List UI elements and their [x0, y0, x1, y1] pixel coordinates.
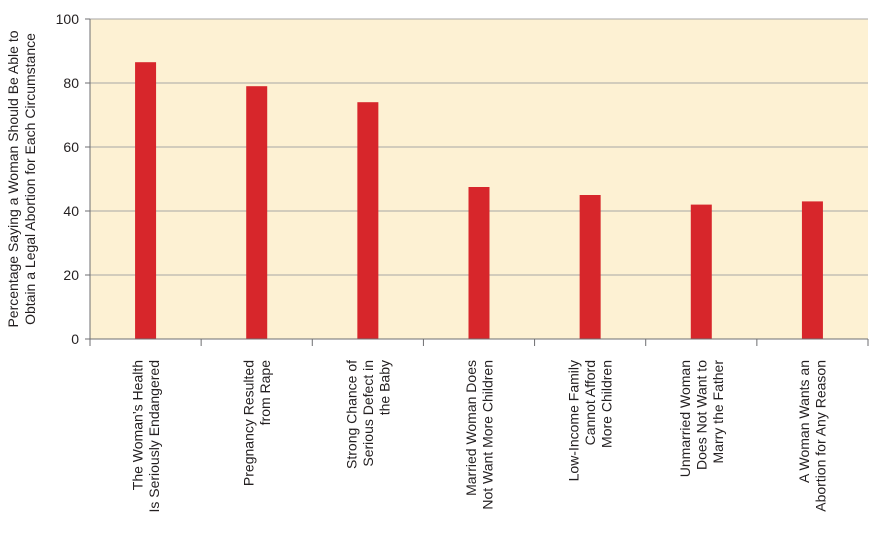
x-category-label-line: Low-Income Family — [566, 360, 582, 481]
x-category-label-line: Abortion for Any Reason — [813, 360, 829, 512]
bar — [357, 102, 379, 339]
x-category-label-line: Does Not Want to — [693, 360, 709, 470]
y-axis-title: Percentage Saying a Woman Should Be Able… — [5, 30, 38, 327]
bar — [801, 201, 823, 339]
x-category-label-line: Marry the Father — [710, 360, 726, 464]
y-tick-label: 0 — [71, 331, 79, 347]
axes — [85, 18, 869, 346]
x-category-label: Unmarried Woman Does Not Want to Marry the… — [677, 360, 726, 478]
bar — [246, 86, 268, 339]
y-tick-label: 100 — [56, 11, 80, 27]
x-category-label-line: Cannot Afford — [582, 360, 598, 445]
y-axis-title-line: Percentage Saying a Woman Should Be Able… — [5, 30, 21, 327]
x-category-label: A Woman Wants an Abortion for Any Reason — [796, 360, 829, 512]
y-tick-label: 60 — [63, 139, 79, 155]
x-category-label-line: The Woman’s Health — [129, 360, 145, 490]
x-category-label-line: Is Seriously Endangered — [146, 360, 162, 513]
y-tick-labels: 0 20 40 60 80 100 — [56, 11, 80, 347]
x-category-label: Strong Chance of Serious Defect in the Bab… — [343, 360, 392, 469]
x-category-label: Married Woman Does Not Want More Children — [463, 360, 496, 510]
x-category-label: Low-Income Family Cannot Afford More Child… — [566, 360, 615, 481]
x-category-labels: The Woman’s Health Is Seriously Endangere… — [129, 360, 828, 513]
x-category-label-line: Serious Defect in — [360, 360, 376, 467]
x-category-label-line: Married Woman Does — [463, 360, 479, 496]
x-category-label: The Woman’s Health Is Seriously Endangere… — [129, 360, 162, 513]
x-category-label-line: A Woman Wants an — [796, 360, 812, 483]
x-category-label-line: Not Want More Children — [479, 360, 495, 510]
x-category-label: Pregnancy Resulted from Rape — [240, 360, 273, 486]
x-category-label-line: from Rape — [257, 360, 273, 426]
bar — [468, 187, 490, 339]
y-tick-label: 20 — [63, 267, 79, 283]
y-tick-label: 40 — [63, 203, 79, 219]
bar — [579, 195, 601, 339]
bar — [690, 204, 712, 339]
y-axis-title-line: Obtain a Legal Abortion for Each Circums… — [22, 33, 38, 325]
bars — [135, 62, 823, 339]
y-tick-label: 80 — [63, 75, 79, 91]
x-category-label-line: Strong Chance of — [343, 360, 359, 469]
bar — [135, 62, 157, 339]
x-category-label-line: Pregnancy Resulted — [240, 360, 256, 486]
x-category-label-line: More Children — [599, 360, 615, 448]
x-category-label-line: the Baby — [376, 360, 392, 415]
x-category-label-line: Unmarried Woman — [677, 360, 693, 477]
